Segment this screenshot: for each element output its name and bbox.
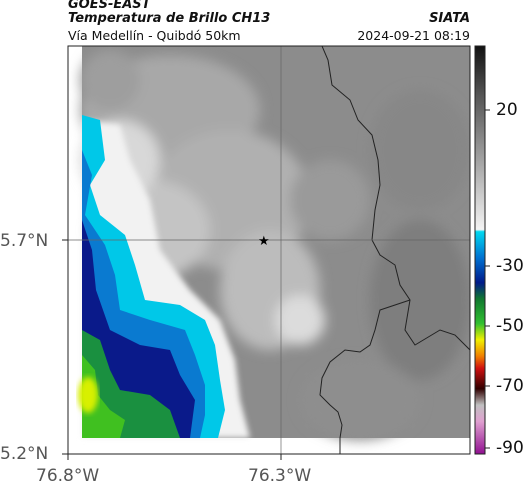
region-subtitle: Vía Medellín - Quibdó 50km	[68, 28, 241, 43]
satellite-name: GOES-EAST	[68, 0, 151, 12]
boundary-line	[319, 299, 411, 454]
star-icon: ★	[258, 234, 270, 249]
colorbar	[474, 45, 490, 455]
boundary-line	[321, 46, 470, 351]
colorbar-tick-label: -30	[496, 256, 524, 276]
product-title: Temperatura de Brillo CH13	[68, 11, 271, 26]
timestamp-label: 2024-09-21 08:19	[357, 28, 470, 43]
colorbar-tick-label: -90	[496, 438, 524, 458]
colorbar-tick-label: 20	[496, 100, 518, 120]
x-tick-label: 76.8°W	[36, 466, 100, 486]
map-header: GOES-EAST Temperatura de Brillo CH13 Vía…	[68, 0, 470, 44]
agency-label: SIATA	[429, 11, 470, 26]
colorbar-tick-label: -70	[496, 376, 524, 396]
y-tick-label: 5.7°N	[0, 231, 49, 251]
brightness-temperature-field	[78, 46, 470, 440]
x-tick-label: 76.3°W	[248, 466, 312, 486]
colorbar-tick-label: -50	[496, 316, 524, 336]
y-tick-label: 5.2°N	[0, 444, 49, 464]
